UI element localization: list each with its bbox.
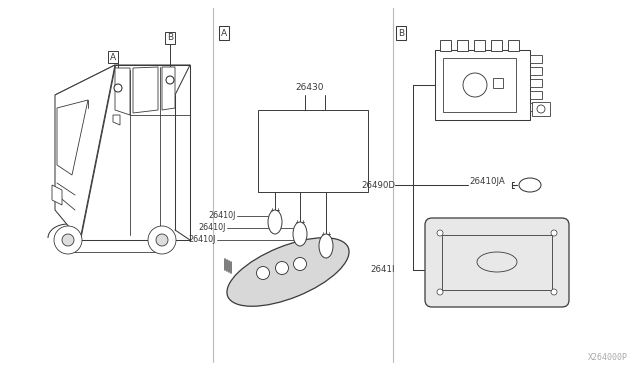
- Bar: [258, 110, 368, 192]
- Polygon shape: [55, 65, 190, 95]
- Text: 26410JA: 26410JA: [469, 176, 505, 186]
- Circle shape: [62, 234, 74, 246]
- Text: A: A: [221, 29, 227, 38]
- Bar: [530, 79, 542, 87]
- Bar: [435, 50, 530, 120]
- Circle shape: [54, 226, 82, 254]
- Bar: [530, 103, 542, 111]
- Circle shape: [148, 226, 176, 254]
- Text: 26490D: 26490D: [361, 180, 395, 189]
- Circle shape: [156, 234, 168, 246]
- Ellipse shape: [319, 234, 333, 258]
- Bar: [442, 235, 552, 290]
- Circle shape: [537, 105, 545, 113]
- Polygon shape: [162, 67, 175, 110]
- Text: 2641Ι: 2641Ι: [371, 266, 395, 275]
- Polygon shape: [57, 100, 88, 175]
- Bar: [530, 67, 542, 75]
- Bar: [493, 78, 503, 88]
- Bar: [532, 102, 550, 116]
- Bar: [508, 40, 519, 51]
- Circle shape: [551, 230, 557, 236]
- Text: A: A: [110, 52, 116, 61]
- Circle shape: [257, 266, 269, 279]
- Polygon shape: [133, 67, 158, 113]
- Text: 26410J: 26410J: [198, 224, 226, 232]
- Polygon shape: [113, 115, 120, 125]
- Text: 26410J: 26410J: [189, 235, 216, 244]
- Text: B: B: [398, 29, 404, 38]
- Circle shape: [114, 84, 122, 92]
- Polygon shape: [115, 68, 130, 115]
- Ellipse shape: [519, 178, 541, 192]
- Polygon shape: [52, 185, 62, 205]
- Bar: [491, 40, 502, 51]
- Text: B: B: [167, 33, 173, 42]
- Circle shape: [294, 257, 307, 270]
- Bar: [530, 55, 542, 63]
- Circle shape: [166, 76, 174, 84]
- Text: 26410J: 26410J: [209, 212, 236, 221]
- Ellipse shape: [293, 222, 307, 246]
- Bar: [530, 91, 542, 99]
- Circle shape: [437, 289, 443, 295]
- Circle shape: [551, 289, 557, 295]
- FancyBboxPatch shape: [425, 218, 569, 307]
- Text: X264000P: X264000P: [588, 353, 628, 362]
- Circle shape: [463, 73, 487, 97]
- Bar: [440, 40, 451, 51]
- Ellipse shape: [268, 210, 282, 234]
- Ellipse shape: [227, 238, 349, 306]
- Text: 26430: 26430: [295, 83, 323, 93]
- Circle shape: [275, 262, 289, 275]
- Polygon shape: [80, 65, 190, 240]
- Bar: [474, 40, 485, 51]
- Bar: [443, 58, 516, 112]
- Circle shape: [437, 230, 443, 236]
- Bar: [457, 40, 468, 51]
- Text: A: A: [110, 52, 116, 61]
- Polygon shape: [55, 65, 115, 240]
